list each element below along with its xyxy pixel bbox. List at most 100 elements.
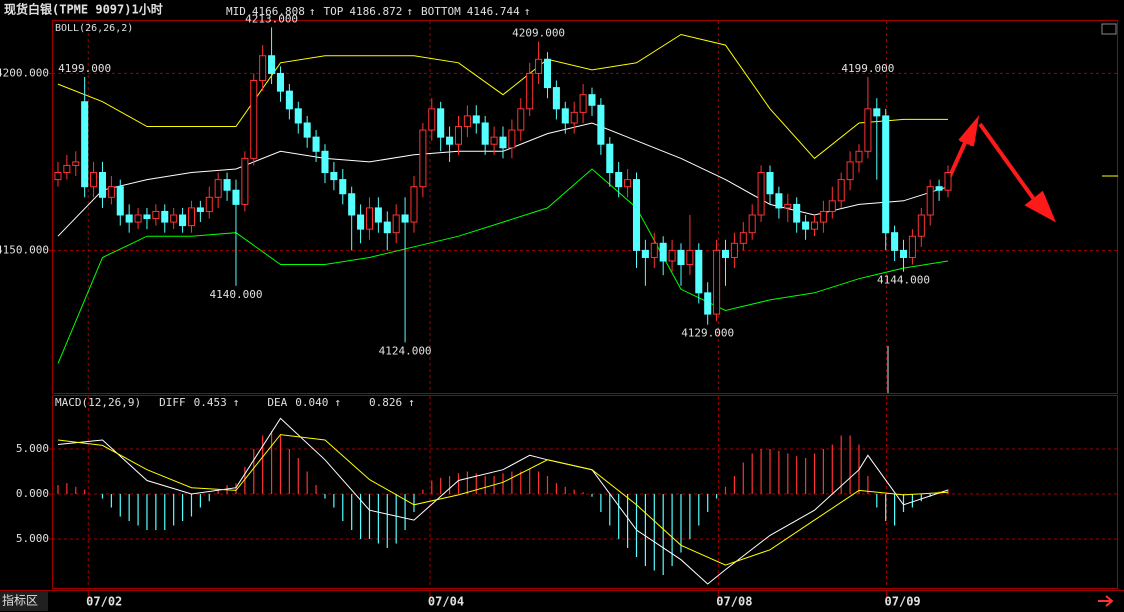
candle-body [107,186,115,198]
candle-body [944,172,952,191]
candle-body [365,207,374,230]
candle-body [294,108,302,124]
candle-body [748,214,756,234]
y-tick-label: 4150.000 [0,243,49,256]
candle-body [63,164,71,174]
candle-body [454,126,463,145]
x-tick-label: 07/09 [885,595,921,609]
candle-body [268,55,276,74]
candle-body [713,249,721,315]
legend-arrow: ↑ [408,396,415,409]
down-arrow-drawing [978,122,1057,223]
candle-body [606,143,614,174]
candle-body [357,214,365,230]
tab-label[interactable]: 指标区 [2,593,38,608]
candle-body [775,193,783,209]
legend-name: DEA [267,396,287,409]
candle-body [837,179,845,202]
legend-name: BOTTOM [421,5,461,18]
candle-body [935,186,943,191]
indicator-label: BOLL(26,26,2) [55,23,133,34]
candle-body [383,221,391,234]
candle-body [695,249,703,294]
candle-body [846,161,854,181]
legend-arrow: ↑ [524,5,531,18]
candle-body [873,108,881,117]
candle-body [250,80,258,159]
candle-body [205,196,213,212]
scroll-arrow[interactable] [1098,595,1114,607]
candle-body [757,172,765,216]
candle-body [72,161,80,166]
candle-body [802,221,810,230]
candle-body [90,172,98,188]
candle-body [855,150,863,163]
legend-value: 0.826 [369,396,402,409]
candle-body [828,200,836,212]
candle-body [686,249,694,266]
candle-body [739,232,747,244]
candle-body [179,214,187,227]
candle-body [632,179,641,251]
candle-body [116,186,124,216]
candle-body [339,179,347,195]
candle-body [561,108,569,124]
candle-body [312,136,320,152]
candle-body [579,94,587,113]
candle-body [552,87,560,110]
legend-name: MID [226,5,246,18]
candle-body [81,101,89,188]
candle-body [810,221,819,230]
legend-arrow: ↑ [406,5,413,18]
price-annotation: 4144.000 [877,274,930,287]
panel-button[interactable] [1101,23,1117,35]
price-annotation: 4124.000 [379,344,432,357]
legend-name: TOP [323,5,343,18]
legend-value: 4166.808 [252,5,305,18]
candle-body [704,292,712,315]
x-tick-label: 07/02 [86,595,122,609]
candle-body [784,203,792,209]
candle-body [730,242,738,258]
price-annotation: 4140.000 [209,288,262,301]
legend-name: DIFF [159,396,186,409]
candle-body [161,210,169,223]
macd-frame [52,395,1118,589]
candle-body [303,122,311,138]
x-tick-label: 07/08 [716,595,752,609]
y-tick-label: 4200.000 [0,66,49,79]
candle-body [330,172,338,181]
candle-body [374,207,382,223]
candle-body [392,214,400,234]
candle-body [543,58,552,89]
candle-body [624,179,632,188]
candle-body [650,242,658,258]
tab-bg[interactable] [0,591,48,611]
up-arrow-drawing [948,115,980,177]
candle-body [463,115,471,128]
candle-body [276,72,284,92]
candle-body [864,108,872,152]
candle-body [437,108,445,138]
candle-body [526,72,534,110]
candle-body [419,129,427,188]
legend-value: 0.040 [295,396,328,409]
legend-value: 4146.744 [467,5,520,18]
candle-body [196,207,204,212]
candle-body [143,214,151,220]
legend-arrow: ↑ [334,396,341,409]
candle-body [882,115,890,234]
price-annotation: 4129.000 [681,327,734,340]
x-tick-label: 07/04 [428,595,464,609]
y-tick-label: 5.000 [16,442,49,455]
candle-body [668,249,676,262]
y-tick-label: 5.000 [16,532,49,545]
candle-body [917,214,925,237]
candle-body [232,189,240,205]
candle-body [766,172,774,195]
candle-body [98,172,106,198]
candle-body [54,172,62,181]
candle-body [535,58,543,74]
indicator-line [57,168,949,364]
